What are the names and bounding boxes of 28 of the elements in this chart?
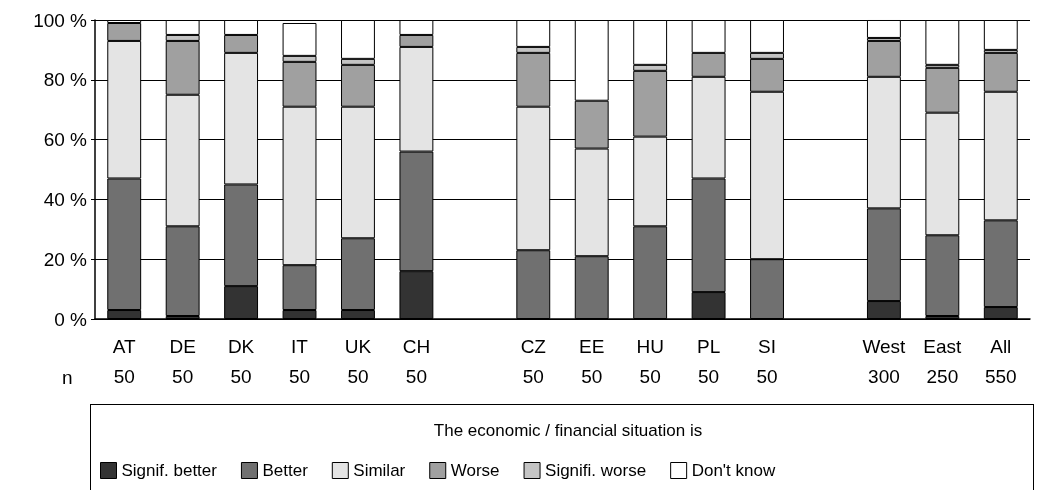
text: n bbox=[62, 367, 73, 388]
legend-label: Worse bbox=[450, 461, 500, 480]
y-tick-label: 80 % bbox=[43, 69, 88, 91]
x-tick-label: CH 50 bbox=[402, 335, 431, 387]
x-tick-label: CZ 50 bbox=[520, 335, 547, 387]
legend-title: The economic / financial situation is bbox=[433, 421, 703, 440]
x-tick-label: HU 50 bbox=[636, 335, 664, 387]
x-tick-label: PL 50 bbox=[696, 335, 721, 387]
y-tick-label: 0 % bbox=[54, 308, 88, 330]
x-tick-label: SI 50 bbox=[756, 335, 778, 387]
legend-label: Don't know bbox=[691, 461, 776, 480]
legend-label: Better bbox=[262, 461, 309, 480]
x-tick-label: IT 50 bbox=[288, 335, 311, 387]
x-tick-label: DK 50 bbox=[227, 335, 255, 387]
x-tick-label: EE 50 bbox=[579, 335, 605, 387]
x-tick-label: UK 50 bbox=[344, 335, 372, 387]
x-tick-label: All 550 bbox=[984, 335, 1017, 387]
y-tick-label: 60 % bbox=[43, 129, 88, 151]
legend-label: Signif. better bbox=[121, 461, 218, 480]
x-tick-label: East 250 bbox=[923, 335, 963, 387]
y-tick-label: 40 % bbox=[43, 188, 88, 210]
x-tick-label: DE 50 bbox=[169, 335, 196, 387]
x-tick-label: AT 50 bbox=[112, 335, 137, 387]
legend-label: Signifi. worse bbox=[545, 461, 647, 480]
x-tick-label: West 300 bbox=[862, 335, 907, 387]
legend-label: Similar bbox=[353, 461, 406, 480]
y-tick-label: 20 % bbox=[43, 248, 88, 270]
y-tick-label: 100 % bbox=[33, 9, 88, 31]
